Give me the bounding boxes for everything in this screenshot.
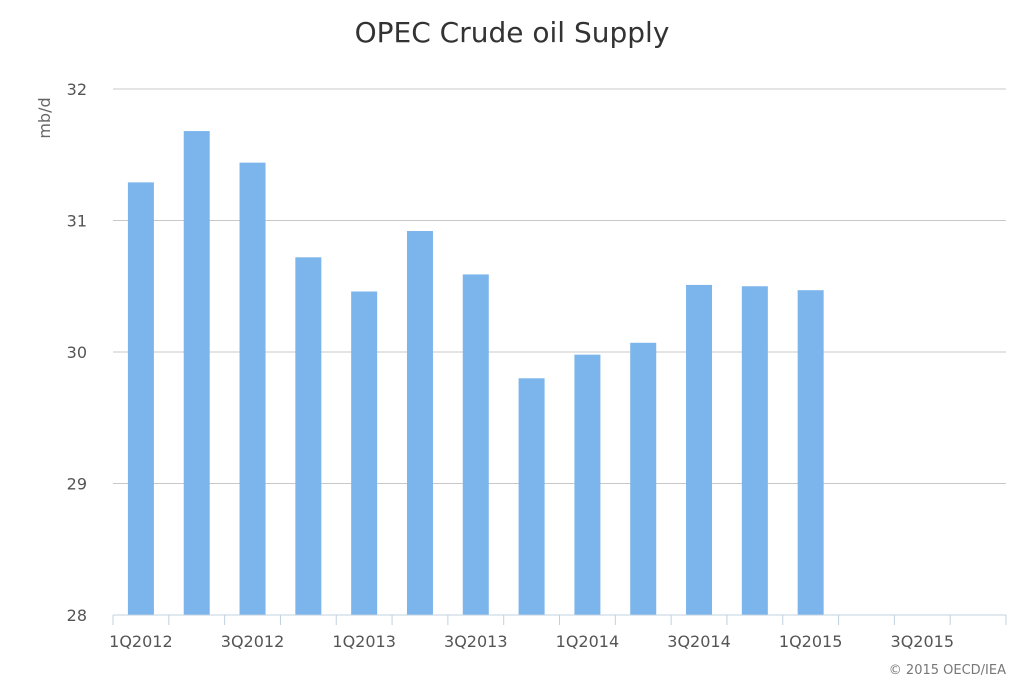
bar-4Q2012	[295, 257, 322, 615]
x-tick-label: 1Q2015	[779, 632, 843, 651]
bar-3Q2013	[462, 274, 489, 615]
y-tick-label: 28	[67, 606, 87, 625]
bar-2Q2014	[630, 342, 657, 615]
x-tick-label: 3Q2015	[891, 632, 955, 651]
x-tick-label: 1Q2013	[332, 632, 396, 651]
y-tick-label: 31	[67, 212, 87, 231]
bar-1Q2013	[351, 291, 378, 615]
y-tick-label: 29	[67, 475, 87, 494]
y-tick-label: 32	[67, 80, 87, 99]
bar-4Q2013	[518, 378, 545, 615]
bar-1Q2014	[574, 354, 601, 615]
x-axis	[112, 614, 1007, 625]
bar-3Q2012	[239, 162, 266, 615]
x-tick-label: 3Q2014	[667, 632, 731, 651]
bar-2Q2012	[183, 131, 210, 615]
bar-series	[127, 131, 824, 615]
bar-1Q2015	[797, 290, 824, 615]
x-tick-label: 3Q2012	[221, 632, 285, 651]
y-axis-label: mb/d	[35, 97, 54, 138]
chart-title: OPEC Crude oil Supply	[355, 16, 670, 49]
y-tick-label: 30	[67, 343, 87, 362]
bar-4Q2014	[741, 286, 768, 615]
x-tick-label: 1Q2014	[556, 632, 620, 651]
copyright-credit: © 2015 OECD/IEA	[889, 663, 1006, 678]
x-axis-ticks: 1Q2012 3Q2012 1Q2013 3Q2013 1Q2014 3Q2014 1Q20…	[109, 632, 954, 651]
bar-3Q2014	[686, 284, 713, 615]
bar-2Q2013	[406, 231, 433, 615]
y-axis-ticks: 28 29 30 31 32	[67, 80, 87, 625]
x-tick-label: 3Q2013	[444, 632, 508, 651]
bar-1Q2012	[127, 182, 154, 615]
x-tick-label: 1Q2012	[109, 632, 173, 651]
